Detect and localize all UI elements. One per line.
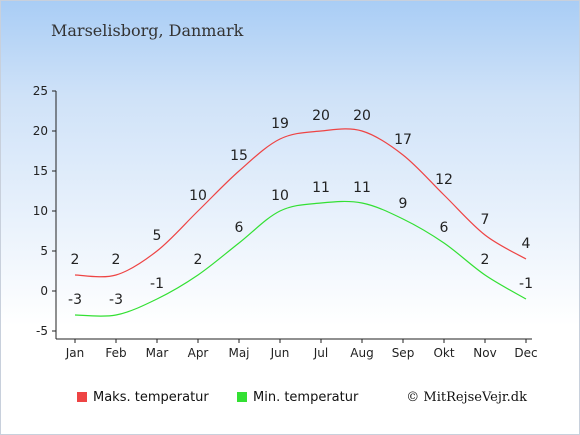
legend-label-max: Maks. temperatur (93, 390, 209, 405)
y-tick-label: 15 (33, 164, 48, 178)
max-temperature-label: 15 (230, 148, 248, 164)
max-temperature-label: 5 (153, 228, 162, 244)
max-temperature-label: 2 (112, 252, 121, 268)
min-temperature-label: 2 (481, 252, 490, 268)
max-temperature-label: 12 (435, 172, 453, 188)
x-tick-label: Aug (350, 346, 373, 360)
y-tick-label: 0 (40, 284, 48, 298)
max-temperature-label: 2 (71, 252, 80, 268)
legend-swatch-min (237, 392, 247, 402)
x-tick-label: Sep (392, 346, 415, 360)
max-temperature-label: 20 (353, 108, 371, 124)
x-tick-label: Jan (65, 346, 85, 360)
min-temperature-label: 9 (399, 196, 408, 212)
max-temperature-line (74, 128, 527, 278)
min-temperature-label: 2 (194, 252, 203, 268)
y-tick-label: -5 (36, 324, 48, 338)
x-tick-label: Nov (473, 346, 496, 360)
max-temperature-label: 7 (481, 212, 490, 228)
y-tick-label: 25 (33, 84, 48, 98)
x-tick-label: Feb (105, 346, 126, 360)
x-tick-label: Jul (313, 346, 328, 360)
x-tick-label: Mar (146, 346, 169, 360)
max-temperature-label: 10 (189, 188, 207, 204)
credit-text: © MitRejseVejr.dk (406, 390, 527, 405)
min-temperature-label: -3 (68, 292, 82, 308)
legend-label-min: Min. temperatur (253, 390, 359, 405)
min-temperature-label: 11 (353, 180, 371, 196)
x-tick-label: Apr (188, 346, 209, 360)
chart-location-title: Marselisborg, Danmark (51, 21, 244, 40)
x-tick-label: Maj (228, 346, 249, 360)
min-temperature-label: 11 (312, 180, 330, 196)
min-temperature-label: -3 (109, 292, 123, 308)
max-temperature-label: 17 (394, 132, 412, 148)
max-temperature-label: 20 (312, 108, 330, 124)
y-tick-label: 20 (33, 124, 48, 138)
min-temperature-label: 6 (235, 220, 244, 236)
min-temperature-label: 6 (440, 220, 449, 236)
legend-swatch-max (77, 392, 87, 402)
min-temperature-line (74, 200, 527, 317)
legend-item-max: Maks. temperatur (77, 390, 209, 405)
x-tick-label: Jun (270, 346, 290, 360)
y-tick-label: 5 (40, 244, 48, 258)
y-tick-label: 10 (33, 204, 48, 218)
min-temperature-label: -1 (519, 276, 533, 292)
min-temperature-label: 10 (271, 188, 289, 204)
legend-item-min: Min. temperatur (237, 390, 358, 405)
min-temperature-label: -1 (150, 276, 164, 292)
max-temperature-label: 19 (271, 116, 289, 132)
x-tick-label: Dec (514, 346, 537, 360)
x-tick-label: Okt (433, 346, 454, 360)
max-temperature-label: 4 (522, 236, 531, 252)
